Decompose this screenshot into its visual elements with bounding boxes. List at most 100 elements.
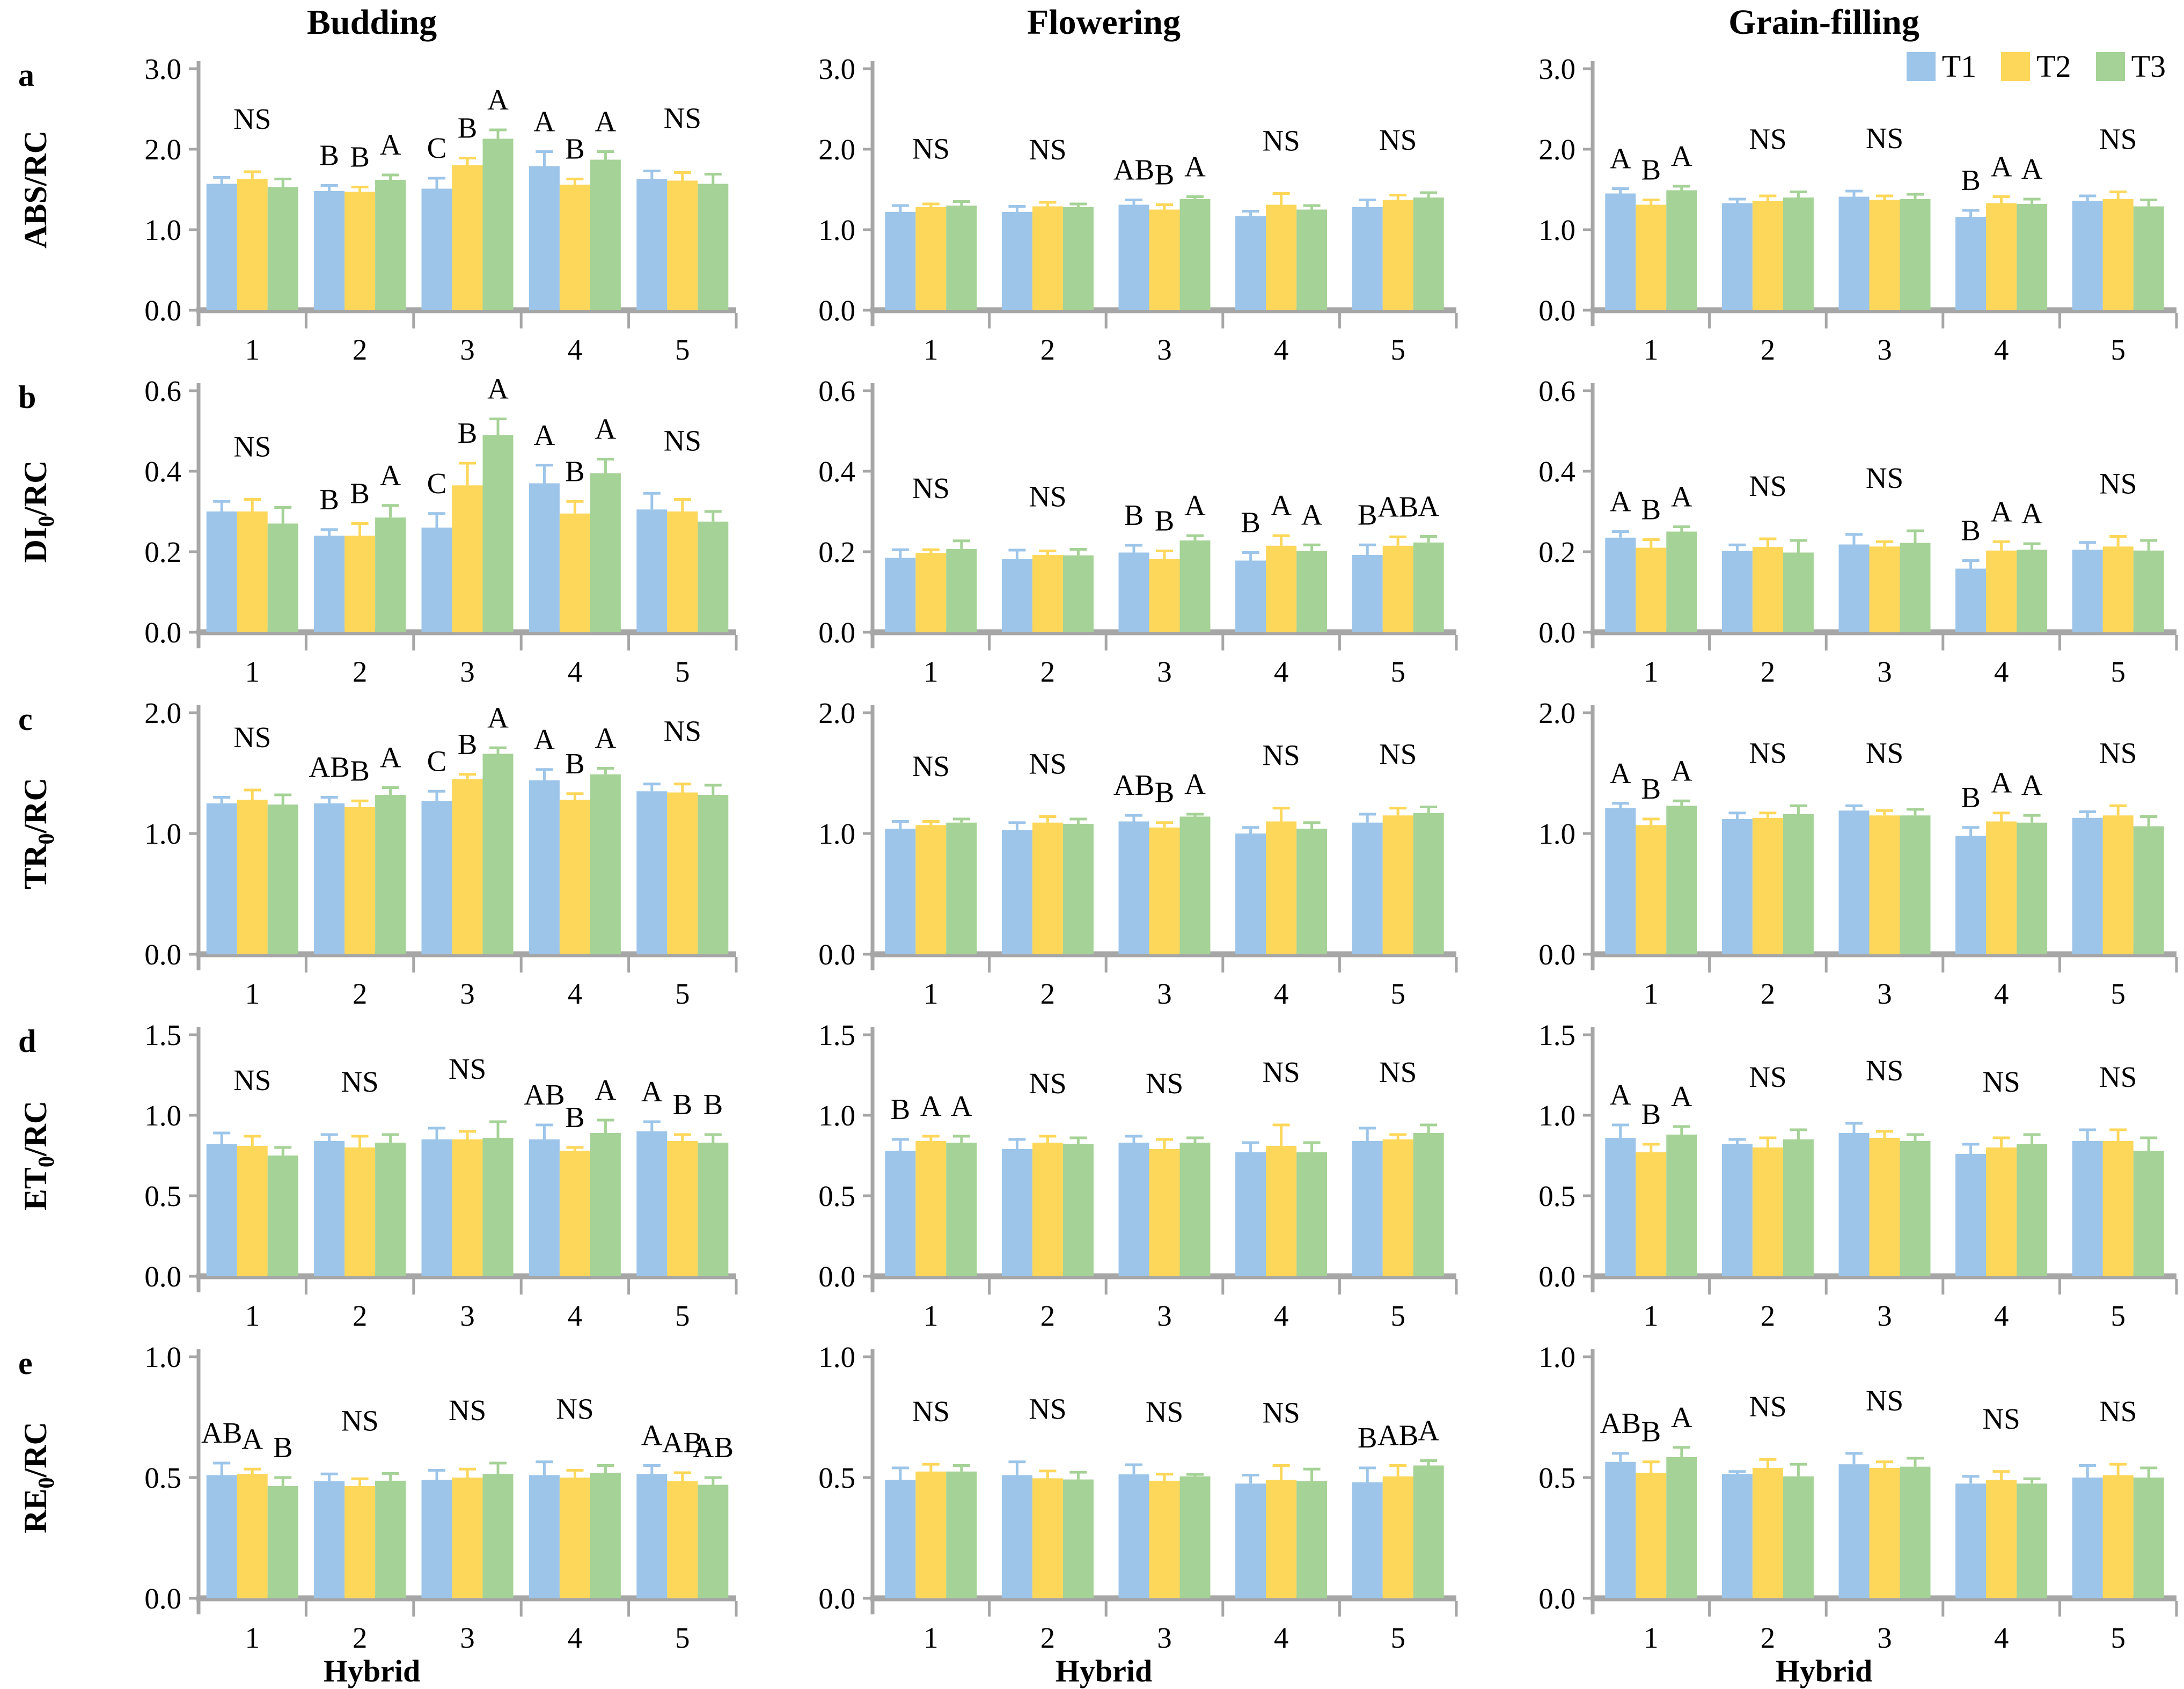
sig-label: A	[2021, 497, 2043, 530]
bar-T1-hybrid2	[1721, 1474, 1753, 1599]
x-category-label: 2	[353, 655, 368, 688]
x-category-label: 1	[245, 977, 260, 1010]
panel-b-budding: 0.0 0.2 0.4 0.6 1 NS 2 B B A 3 C B A 4 A B A 5 NS b DI0/RC	[0, 369, 744, 691]
y-tick-label: 0.5	[818, 1461, 855, 1494]
x-category-label: 4	[1274, 655, 1289, 688]
bar-T2-hybrid5	[2102, 1141, 2134, 1276]
bar-T1-hybrid5	[636, 791, 668, 955]
sig-label: B	[703, 1088, 723, 1121]
x-category-label: 3	[460, 333, 475, 366]
y-tick-label: 0.0	[818, 616, 855, 649]
sig-label: B	[350, 141, 370, 173]
bar-T2-hybrid3	[452, 1478, 483, 1598]
sig-label-ns: NS	[1866, 1054, 1903, 1087]
bar-T2-hybrid2	[1032, 822, 1063, 954]
bar-T1-hybrid3	[1118, 821, 1149, 954]
x-category-label: 5	[2110, 1621, 2126, 1654]
bar-T3-hybrid1	[1666, 806, 1697, 955]
sig-label: B	[565, 133, 585, 165]
y-tick-label: 1.0	[1538, 214, 1575, 246]
bar-T2-hybrid4	[559, 800, 590, 954]
bar-T1-hybrid4	[529, 483, 560, 632]
y-tick-label: 0.2	[144, 536, 181, 568]
bar-T1-hybrid2	[1721, 551, 1753, 632]
bar-T1-hybrid4	[1235, 1483, 1266, 1599]
bar-T2-hybrid4	[559, 1151, 590, 1276]
bar-T2-hybrid4	[1266, 545, 1297, 633]
bar-T3-hybrid2	[1062, 1144, 1094, 1276]
x-category-label: 4	[1274, 333, 1289, 366]
bar-T3-hybrid5	[1413, 1465, 1444, 1598]
x-category-label: 5	[2110, 655, 2126, 688]
sig-label-ns: NS	[449, 1052, 486, 1085]
sig-label-ns: NS	[1029, 748, 1066, 780]
sig-label: A	[595, 722, 617, 755]
x-category-label: 1	[924, 655, 939, 688]
bar-T3-hybrid3	[1179, 1143, 1211, 1276]
sig-label: A	[534, 105, 555, 138]
bar-T3-hybrid4	[2017, 1483, 2048, 1599]
bar-T3-hybrid2	[375, 1143, 406, 1276]
x-category-label: 3	[1877, 977, 1892, 1010]
panel-b-grain-filling: 0.0 0.2 0.4 0.6 1 A B A 2 NS 3 NS 4 B A A 5 NS	[1464, 369, 2184, 691]
sig-label-ns: NS	[1866, 1384, 1903, 1417]
panel-letter: e	[18, 1346, 33, 1381]
sig-label: B	[1641, 1415, 1661, 1448]
bar-T2-hybrid3	[452, 1139, 483, 1276]
sig-label-ns: NS	[1749, 736, 1786, 769]
bar-T3-hybrid2	[375, 517, 406, 633]
sig-label: AB	[1113, 769, 1154, 801]
y-axis-title: TR0/RC	[18, 778, 59, 889]
sig-label: AB	[1600, 1407, 1641, 1439]
sig-label: A	[380, 741, 401, 774]
sig-label: AB	[1113, 153, 1154, 186]
sig-label-ns: NS	[1749, 1061, 1786, 1093]
sig-label: B	[1155, 776, 1175, 809]
sig-label: B	[1961, 781, 1981, 814]
y-tick-label: 2.0	[144, 133, 181, 166]
bar-T1-hybrid3	[421, 1139, 452, 1276]
sig-label-ns: NS	[1146, 1067, 1183, 1100]
bar-T2-hybrid1	[915, 553, 947, 633]
sig-label: B	[1641, 493, 1661, 526]
bar-T2-hybrid3	[1149, 827, 1180, 955]
bar-T3-hybrid5	[1413, 542, 1444, 633]
sig-label: A	[1184, 150, 1206, 183]
bar-T3-hybrid2	[1783, 198, 1814, 310]
bar-T2-hybrid3	[1869, 200, 1900, 310]
sig-label-ns: NS	[556, 1393, 593, 1425]
bar-T3-hybrid4	[1296, 1152, 1328, 1276]
bar-T1-hybrid5	[2072, 817, 2103, 954]
sig-label: A	[920, 1090, 942, 1122]
y-tick-label: 0.0	[144, 1582, 181, 1615]
bar-T2-hybrid2	[345, 192, 376, 310]
bar-T1-hybrid3	[421, 1480, 452, 1598]
bar-T3-hybrid4	[590, 1473, 621, 1598]
x-category-label: 5	[675, 333, 690, 366]
y-axis-title: DI0/RC	[18, 460, 59, 562]
x-category-label: 2	[1040, 977, 1056, 1010]
bar-T1-hybrid5	[1352, 1482, 1383, 1598]
sig-label: A	[595, 1073, 617, 1106]
x-category-label: 3	[460, 977, 475, 1010]
bar-T3-hybrid3	[482, 754, 514, 954]
sig-label: A	[951, 1090, 972, 1122]
sig-label: B	[1641, 1098, 1661, 1130]
bar-T3-hybrid5	[2133, 1478, 2164, 1598]
x-category-label: 2	[1761, 977, 1776, 1010]
bar-T1-hybrid2	[1001, 212, 1032, 310]
x-category-label: 3	[1157, 655, 1172, 688]
x-category-label: 4	[1994, 1299, 2009, 1332]
bar-T1-hybrid1	[1605, 1138, 1636, 1276]
sig-label: B	[350, 754, 370, 787]
sig-label: B	[1641, 772, 1661, 805]
bar-T2-hybrid5	[667, 1481, 698, 1599]
bar-T2-hybrid5	[1382, 815, 1413, 955]
bar-T1-hybrid5	[636, 179, 668, 310]
bar-T1-hybrid3	[1838, 544, 1870, 632]
bar-T2-hybrid4	[559, 185, 590, 310]
sig-label: A	[1184, 767, 1206, 800]
